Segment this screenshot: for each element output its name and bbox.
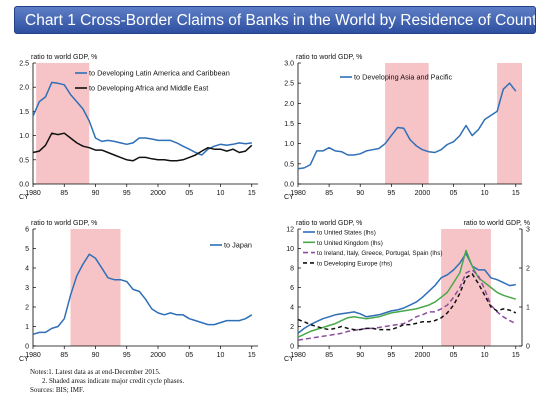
x-tick-label: 90 [92, 190, 100, 197]
y-tick-label: 0 [25, 344, 29, 351]
x-axis-label: CY [284, 194, 294, 201]
legend-label: to United States (lhs) [317, 230, 376, 237]
y-tick-label: 0.5 [284, 161, 294, 168]
x-tick-label: 90 [356, 190, 364, 197]
y-tick-label: 3.0 [284, 61, 294, 68]
x-tick-label: 05 [185, 352, 193, 359]
x-tick-label: 1980 [290, 352, 306, 359]
x-tick-label: 85 [325, 352, 333, 359]
shaded-region-2-2 [497, 63, 522, 184]
series-line-1-1 [32, 81, 252, 156]
series-line-1-2 [32, 132, 253, 162]
y-tick-label: 2 [290, 324, 294, 331]
x-tick-label: 95 [387, 352, 395, 359]
y-axis-label: ratio to world GDP, % [31, 54, 97, 61]
y-tick-label: 1.0 [284, 141, 294, 148]
y-axis-label: ratio to world GDP, % [31, 220, 97, 227]
x-axis-label: CY [19, 194, 29, 201]
legend-label: to Developing Africa and Middle East [89, 84, 208, 93]
x-axis-label: CY [284, 356, 294, 363]
shaded-region-4-1 [441, 229, 491, 346]
x-tick-label: 2000 [415, 352, 431, 359]
legend-label: to United Kingdom (lhs) [317, 240, 383, 247]
x-tick-label: 90 [92, 352, 100, 359]
y-tick-label: 6 [25, 227, 29, 234]
y-tick-label: 1.0 [19, 133, 29, 140]
x-tick-label: 10 [217, 190, 225, 197]
y-tick-label: 0.0 [19, 182, 29, 189]
note-sources: Sources: BIS; IMF. [30, 386, 85, 394]
y-tick-label: 3 [25, 285, 29, 292]
notes: Notes:1. Latest data as at end-December … [30, 368, 184, 395]
y-tick-label: 2.5 [19, 61, 29, 68]
x-tick-label: 05 [450, 190, 458, 197]
x-tick-label: 1980 [25, 190, 41, 197]
y2-tick-label: 0 [526, 344, 530, 351]
legend-label: to Developing Europe (rhs) [317, 260, 392, 267]
legend-label: to Developing Latin America and Caribbea… [89, 69, 230, 78]
y-tick-label: 4 [290, 305, 294, 312]
y-tick-label: 8 [290, 266, 294, 273]
y-tick-label: 1.5 [284, 121, 294, 128]
x-tick-label: 2000 [150, 352, 166, 359]
y-tick-label: 2.5 [284, 81, 294, 88]
x-tick-label: 95 [387, 190, 395, 197]
x-tick-label: 15 [248, 352, 256, 359]
x-tick-label: 1980 [25, 352, 41, 359]
legend-label: to Developing Asia and Pacific [354, 73, 453, 82]
x-tick-label: 2000 [150, 190, 166, 197]
y-tick-label: 1.5 [19, 109, 29, 116]
y-tick-label: 4 [25, 266, 29, 273]
series-line-4-3 [297, 269, 517, 341]
shaded-region-1-1 [36, 63, 90, 184]
x-tick-label: 95 [123, 352, 131, 359]
shaded-region-3-1 [70, 229, 121, 346]
legend-label: to Japan [224, 241, 252, 250]
y-axis-label: ratio to world GDP, % [296, 54, 362, 61]
x-tick-label: 85 [60, 352, 68, 359]
x-tick-label: 90 [356, 352, 364, 359]
note-2: 2. Shaded areas indicate major credit cy… [42, 377, 185, 385]
y-tick-label: 0.0 [284, 182, 294, 189]
y-tick-label: 6 [290, 285, 294, 292]
x-tick-label: 95 [123, 190, 131, 197]
y2-axis-label: ratio to world GDP, % [464, 220, 530, 227]
y-tick-label: 2.0 [19, 85, 29, 92]
y2-tick-label: 3 [526, 227, 530, 234]
x-tick-label: 10 [217, 352, 225, 359]
x-tick-label: 15 [512, 352, 520, 359]
x-tick-label: 05 [185, 190, 193, 197]
x-tick-label: 15 [248, 190, 256, 197]
y-tick-label: 10 [286, 246, 294, 253]
y-tick-label: 1 [25, 324, 29, 331]
series-line-3-1 [32, 253, 253, 336]
x-tick-label: 15 [512, 190, 520, 197]
y-tick-label: 0 [290, 344, 294, 351]
y-tick-label: 2 [25, 305, 29, 312]
x-tick-label: 2000 [415, 190, 431, 197]
x-tick-label: 1980 [290, 190, 306, 197]
y-tick-label: 2.0 [284, 101, 294, 108]
y-tick-label: 5 [25, 246, 29, 253]
series-line-4-4 [297, 273, 517, 331]
y2-tick-label: 1 [526, 305, 530, 312]
y-axis-label: ratio to world GDP, % [296, 220, 362, 227]
x-tick-label: 05 [450, 352, 458, 359]
y-tick-label: 12 [286, 227, 294, 234]
series-line-2-1 [297, 82, 517, 170]
legend-label: to Ireland, Italy, Greece, Portugal, Spa… [317, 250, 443, 257]
y2-tick-label: 2 [526, 266, 530, 273]
x-tick-label: 85 [60, 190, 68, 197]
x-tick-label: 85 [325, 190, 333, 197]
x-tick-label: 10 [481, 190, 489, 197]
x-axis-label: CY [19, 356, 29, 363]
shaded-region-2-1 [385, 63, 429, 184]
x-tick-label: 10 [481, 352, 489, 359]
y-tick-label: 0.5 [19, 157, 29, 164]
series-line-4-1 [297, 252, 516, 334]
note-1: Notes:1. Latest data as at end-December … [30, 368, 161, 376]
chart-title: Chart 1 Cross-Border Claims of Banks in … [14, 6, 536, 34]
